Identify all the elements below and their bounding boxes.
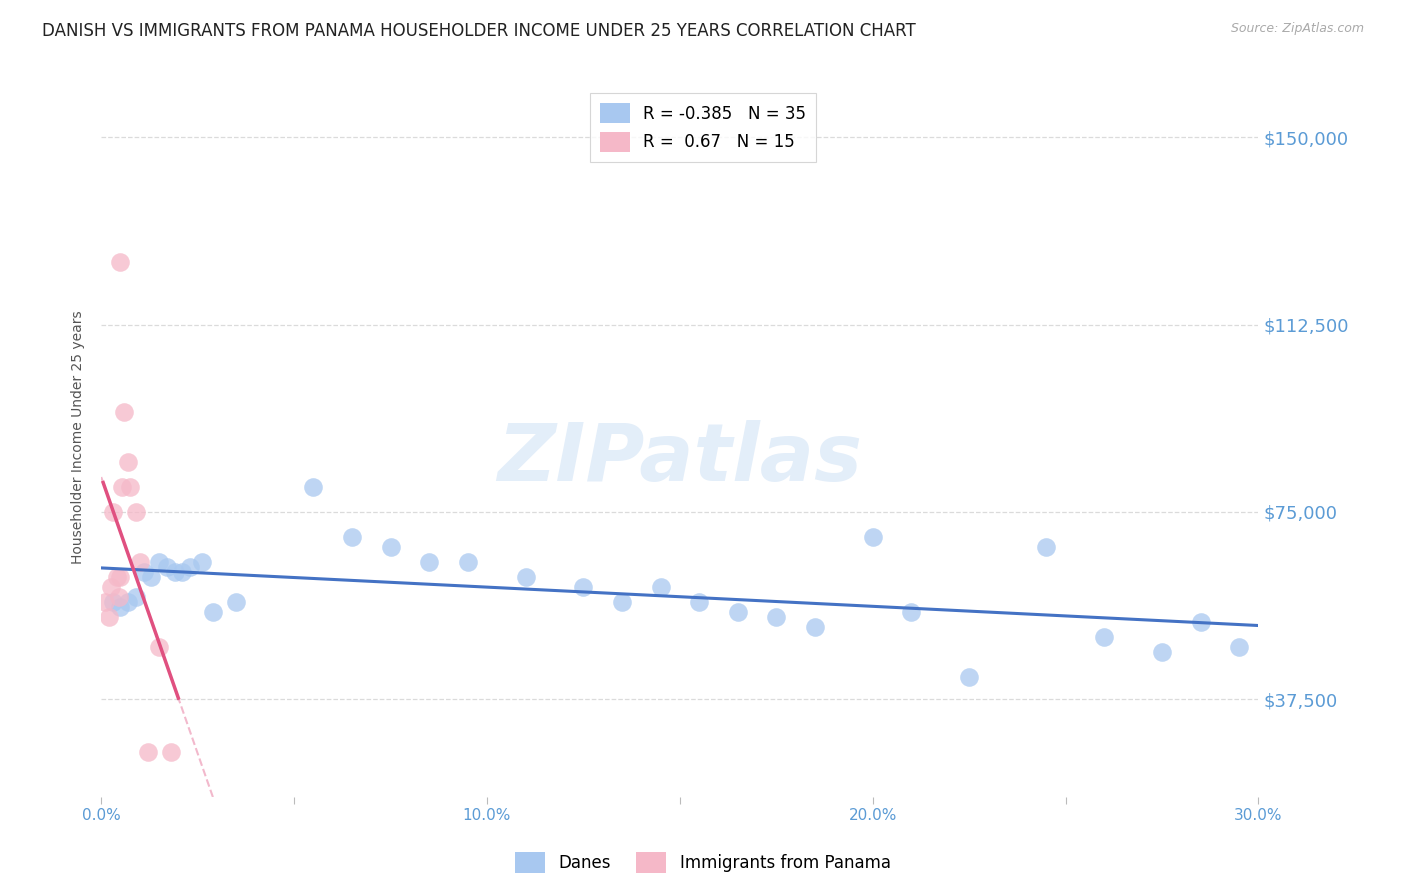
- Text: DANISH VS IMMIGRANTS FROM PANAMA HOUSEHOLDER INCOME UNDER 25 YEARS CORRELATION C: DANISH VS IMMIGRANTS FROM PANAMA HOUSEHO…: [42, 22, 915, 40]
- Point: [156, 560, 179, 574]
- Text: Source: ZipAtlas.com: Source: ZipAtlas.com: [1230, 22, 1364, 36]
- Point: [148, 640, 170, 654]
- Point: [1150, 645, 1173, 659]
- Point: [804, 620, 827, 634]
- Point: [132, 565, 155, 579]
- Point: [727, 605, 749, 619]
- Point: [125, 505, 148, 519]
- Point: [515, 570, 537, 584]
- Point: [418, 555, 440, 569]
- Point: [112, 405, 135, 419]
- Point: [225, 595, 247, 609]
- Point: [105, 570, 128, 584]
- Point: [163, 565, 186, 579]
- Point: [380, 540, 402, 554]
- Point: [97, 610, 120, 624]
- Point: [120, 480, 142, 494]
- Point: [1189, 615, 1212, 629]
- Point: [101, 595, 124, 609]
- Point: [107, 590, 129, 604]
- Point: [100, 580, 122, 594]
- Point: [110, 570, 132, 584]
- Point: [125, 590, 148, 604]
- Point: [1035, 540, 1057, 554]
- Text: ZIPatlas: ZIPatlas: [498, 419, 862, 498]
- Legend: R = -0.385   N = 35, R =  0.67   N = 15: R = -0.385 N = 35, R = 0.67 N = 15: [589, 93, 815, 162]
- Point: [179, 560, 201, 574]
- Point: [1092, 630, 1115, 644]
- Point: [110, 599, 132, 614]
- Point: [457, 555, 479, 569]
- Point: [862, 530, 884, 544]
- Point: [117, 455, 139, 469]
- Point: [159, 745, 181, 759]
- Y-axis label: Householder Income Under 25 years: Householder Income Under 25 years: [72, 310, 86, 564]
- Point: [1227, 640, 1250, 654]
- Point: [128, 555, 150, 569]
- Point: [610, 595, 633, 609]
- Point: [688, 595, 710, 609]
- Legend: Danes, Immigrants from Panama: Danes, Immigrants from Panama: [509, 846, 897, 880]
- Point: [650, 580, 672, 594]
- Point: [900, 605, 922, 619]
- Point: [148, 555, 170, 569]
- Point: [302, 480, 325, 494]
- Point: [572, 580, 595, 594]
- Point: [101, 505, 124, 519]
- Point: [765, 610, 787, 624]
- Point: [117, 595, 139, 609]
- Point: [172, 565, 194, 579]
- Point: [110, 255, 132, 269]
- Point: [340, 530, 363, 544]
- Point: [94, 595, 117, 609]
- Point: [957, 670, 980, 684]
- Point: [141, 570, 163, 584]
- Point: [190, 555, 212, 569]
- Point: [202, 605, 225, 619]
- Point: [111, 480, 134, 494]
- Point: [136, 745, 159, 759]
